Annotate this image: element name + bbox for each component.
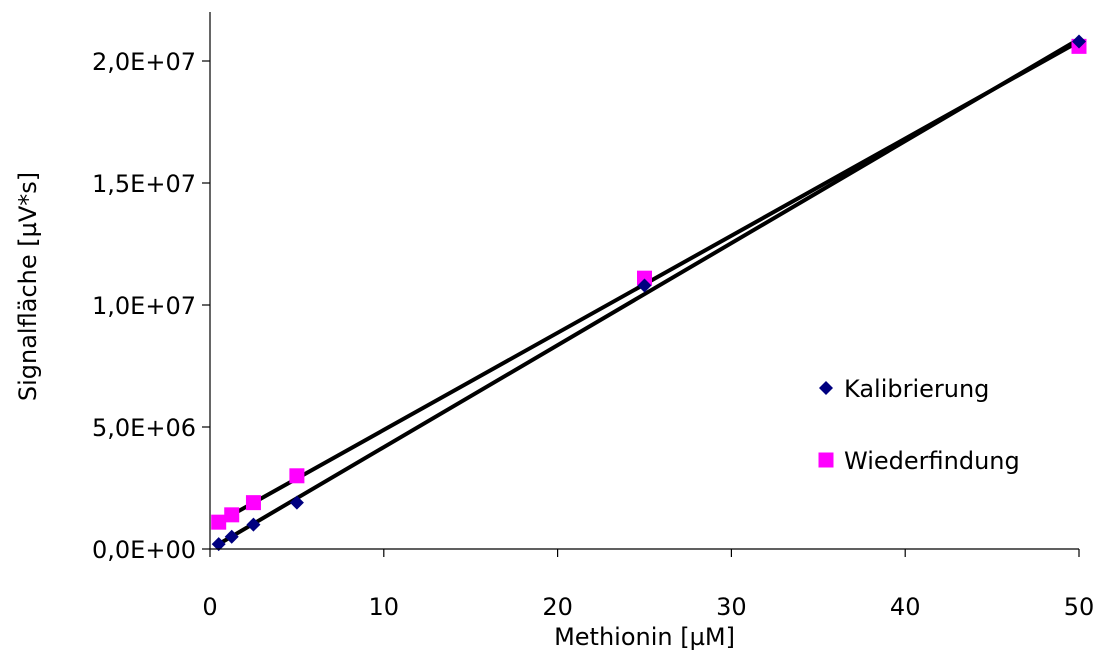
legend-label-kalibrierung: Kalibrierung [844,375,989,403]
legend-marker-kalibrierung [819,381,833,395]
point-wiederfindung [211,514,227,530]
point-wiederfindung [637,270,652,286]
axes: 0,0E+00 5,0E+06 1,0E+07 1,5E+07 2,0E+07 0 10 20… [92,12,1094,621]
y-tick-label: 5,0E+06 [92,414,196,442]
y-tick-label: 0,0E+00 [92,536,196,564]
data-points [211,34,1087,552]
x-tick-label: 40 [890,593,921,621]
y-axis-title: Signalfläche [µV*s] [14,172,42,401]
x-tick-label: 20 [542,593,573,621]
point-kalibrierung [1072,34,1086,49]
point-kalibrierung [224,529,239,544]
point-wiederfindung [289,468,305,484]
y-tick-label: 2,0E+07 [92,48,196,76]
point-kalibrierung [637,278,652,293]
point-kalibrierung [289,495,304,510]
x-axis-title: Methionin [µM] [554,623,735,651]
x-tick-label: 0 [202,593,217,621]
x-tick-label: 30 [716,593,747,621]
x-tick-label: 50 [1064,593,1095,621]
point-wiederfindung [224,507,240,523]
y-tick-label: 1,5E+07 [92,170,196,198]
point-wiederfindung [245,495,261,511]
legend-marker-wiederfindung [818,452,834,468]
x-tick-label: 10 [369,593,400,621]
y-tick-label: 1,0E+07 [92,292,196,320]
legend: Kalibrierung Wiederfindung [818,375,1020,475]
legend-label-wiederfindung: Wiederfindung [844,447,1020,475]
point-kalibrierung [211,537,226,552]
point-kalibrierung [246,517,261,532]
